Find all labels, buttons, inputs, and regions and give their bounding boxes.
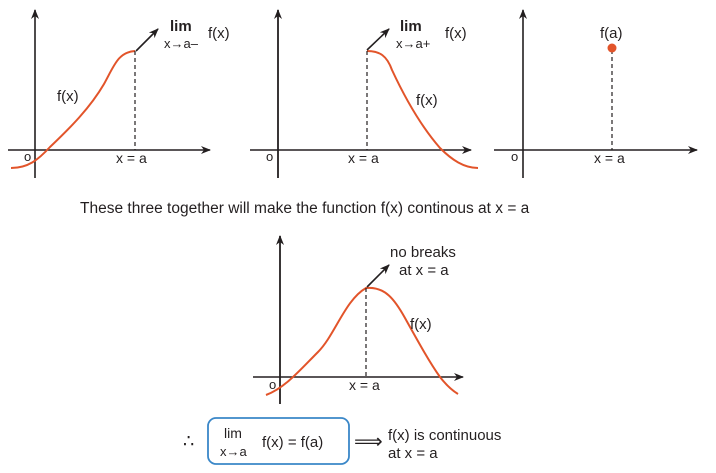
x-label: x = a	[348, 150, 379, 166]
annotation-line1: no breaks	[390, 244, 456, 261]
origin-label: o	[266, 149, 273, 164]
conclusion: ∴ lim x→a f(x) = f(a) ⟹ f(x) is continuo…	[183, 417, 501, 465]
limit-arrow	[135, 28, 159, 52]
lim-label: lim	[170, 18, 192, 35]
annotation-line2: at x = a	[399, 262, 449, 279]
curve-right	[366, 50, 479, 169]
curve-left	[10, 50, 136, 169]
x-label: x = a	[116, 150, 147, 166]
lim-sub: x→a	[220, 444, 248, 459]
caption: These three together will make the funct…	[80, 200, 530, 217]
x-label: x = a	[349, 377, 380, 393]
no-breaks-arrow	[366, 264, 390, 288]
limit-arrow	[366, 28, 390, 51]
panel-right-limit: o x = a f(x) lim x→a+ f(x)	[250, 9, 479, 178]
point-f-a	[607, 43, 617, 53]
result-line1: f(x) is continuous	[388, 427, 501, 444]
point-label: f(a)	[600, 25, 623, 42]
panel-function-value: o x = a f(a)	[494, 9, 698, 178]
lim-sub: x→a–	[164, 36, 199, 51]
curve-label: f(x)	[410, 316, 432, 333]
implies-symbol: ⟹	[354, 431, 383, 453]
limit-equation-box	[207, 417, 350, 465]
curve-label: f(x)	[416, 92, 438, 109]
lim-func: f(x)	[445, 25, 467, 42]
origin-label: o	[24, 149, 31, 164]
x-label: x = a	[594, 150, 625, 166]
origin-label: o	[269, 377, 276, 392]
therefore-symbol: ∴	[183, 431, 194, 451]
lim-func: f(x)	[208, 25, 230, 42]
origin-label: o	[511, 149, 518, 164]
curve-continuous	[265, 286, 459, 396]
lim-sub: x→a+	[396, 36, 430, 51]
result-line2: at x = a	[388, 445, 438, 462]
lim-label: lim	[224, 425, 242, 441]
lim-label: lim	[400, 18, 422, 35]
curve-label: f(x)	[57, 88, 79, 105]
equation: f(x) = f(a)	[262, 434, 323, 451]
panel-combined: o x = a f(x) no breaks at x = a	[253, 235, 464, 404]
panel-left-limit: o x = a f(x) lim x→a– f(x)	[8, 9, 230, 178]
